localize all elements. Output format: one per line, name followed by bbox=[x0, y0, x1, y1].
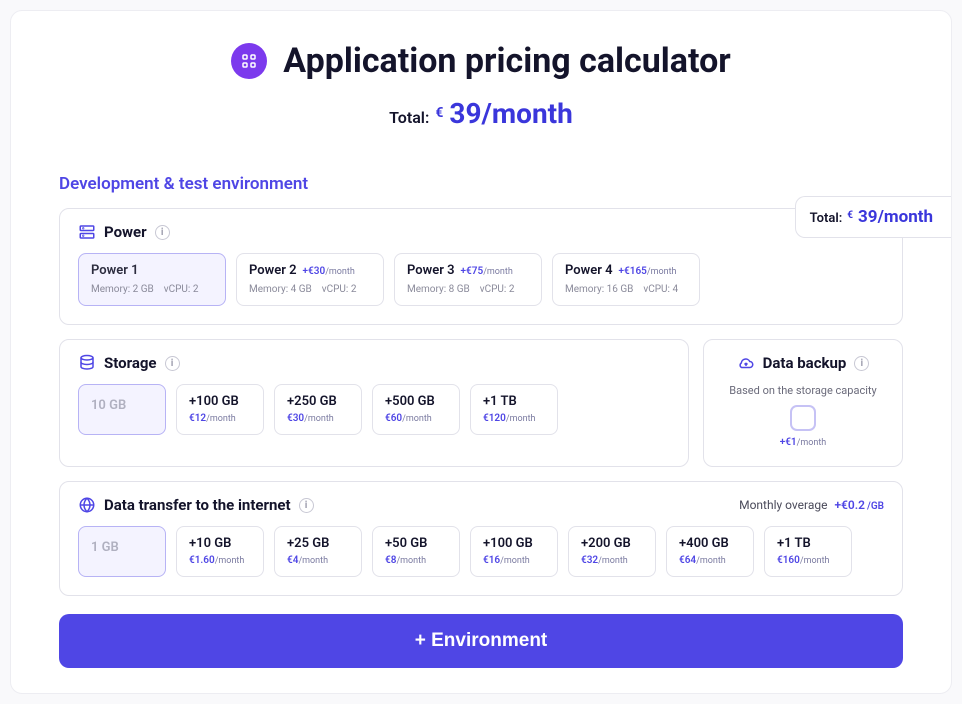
transfer-option-0[interactable]: 1 GB bbox=[78, 526, 166, 577]
power-header: Power i bbox=[78, 223, 884, 241]
option-name: Power 4 bbox=[565, 263, 613, 278]
storage-title: Storage bbox=[104, 354, 157, 372]
storage-options: 10 GB +100 GB €12/month +250 GB €30/month +50… bbox=[78, 384, 670, 435]
environment-label: Development & test environment bbox=[59, 174, 903, 194]
option-name: Power 1 bbox=[91, 263, 139, 278]
option-price: €30/month bbox=[287, 413, 349, 424]
storage-option-1[interactable]: +100 GB €12/month bbox=[176, 384, 264, 435]
info-icon[interactable]: i bbox=[299, 498, 314, 513]
info-icon[interactable]: i bbox=[854, 356, 869, 371]
power-section: Power i Power 1Memory: 2 GBvCPU: 2Power … bbox=[59, 208, 903, 325]
cloud-icon bbox=[737, 354, 755, 372]
transfer-option-3[interactable]: +50 GB €8/month bbox=[372, 526, 460, 577]
option-price: +€165/month bbox=[619, 266, 677, 277]
backup-title: Data backup bbox=[763, 354, 847, 372]
option-name: +10 GB bbox=[189, 536, 251, 551]
option-name: +100 GB bbox=[483, 536, 545, 551]
option-name: +1 TB bbox=[483, 394, 545, 409]
option-specs: Memory: 16 GBvCPU: 4 bbox=[565, 284, 687, 295]
page-title: Application pricing calculator bbox=[283, 41, 730, 81]
backup-checkbox[interactable] bbox=[790, 405, 816, 431]
option-name: 1 GB bbox=[91, 540, 119, 555]
option-name: +400 GB bbox=[679, 536, 741, 551]
globe-icon bbox=[78, 496, 96, 514]
transfer-option-4[interactable]: +100 GB €16/month bbox=[470, 526, 558, 577]
backup-subtitle: Based on the storage capacity bbox=[729, 384, 876, 397]
backup-header: Data backup i bbox=[737, 354, 870, 372]
option-name: 10 GB bbox=[91, 398, 126, 413]
backup-section: Data backup i Based on the storage capac… bbox=[703, 339, 903, 467]
floating-total-value: 39/month bbox=[858, 207, 933, 227]
transfer-options: 1 GB +10 GB €1.60/month +25 GB €4/month +50 G… bbox=[78, 526, 884, 577]
transfer-title: Data transfer to the internet bbox=[104, 496, 291, 514]
pricing-panel: Application pricing calculator Total: € … bbox=[10, 10, 952, 694]
storage-option-3[interactable]: +500 GB €60/month bbox=[372, 384, 460, 435]
option-name: +100 GB bbox=[189, 394, 251, 409]
database-icon bbox=[78, 354, 96, 372]
add-environment-button[interactable]: + Environment bbox=[59, 614, 903, 668]
storage-option-2[interactable]: +250 GB €30/month bbox=[274, 384, 362, 435]
option-name: +25 GB bbox=[287, 536, 349, 551]
total-value: 39/month bbox=[449, 97, 572, 130]
info-icon[interactable]: i bbox=[155, 225, 170, 240]
storage-section: Storage i 10 GB +100 GB €12/month +250 GB €3… bbox=[59, 339, 689, 467]
option-price: €12/month bbox=[189, 413, 251, 424]
storage-backup-row: Storage i 10 GB +100 GB €12/month +250 GB €3… bbox=[59, 339, 903, 481]
option-price: €4/month bbox=[287, 555, 349, 566]
power-option-0[interactable]: Power 1 Memory: 2 GBvCPU: 2 bbox=[78, 253, 226, 306]
option-price: €160/month bbox=[777, 555, 839, 566]
option-specs: Memory: 4 GBvCPU: 2 bbox=[249, 284, 371, 295]
header-total: Total: € 39/month bbox=[389, 97, 573, 130]
storage-option-4[interactable]: +1 TB €120/month bbox=[470, 384, 558, 435]
transfer-option-6[interactable]: +400 GB €64/month bbox=[666, 526, 754, 577]
option-name: +500 GB bbox=[385, 394, 447, 409]
option-name: +250 GB bbox=[287, 394, 349, 409]
option-name: Power 2 bbox=[249, 263, 297, 278]
total-label: Total: bbox=[389, 108, 429, 127]
option-price: €8/month bbox=[385, 555, 447, 566]
transfer-option-2[interactable]: +25 GB €4/month bbox=[274, 526, 362, 577]
total-currency: € bbox=[435, 105, 443, 121]
transfer-option-1[interactable]: +10 GB €1.60/month bbox=[176, 526, 264, 577]
power-option-3[interactable]: Power 4 +€165/month Memory: 16 GBvCPU: 4 bbox=[552, 253, 700, 306]
option-specs: Memory: 8 GBvCPU: 2 bbox=[407, 284, 529, 295]
info-icon[interactable]: i bbox=[165, 356, 180, 371]
option-price: €60/month bbox=[385, 413, 447, 424]
storage-option-0[interactable]: 10 GB bbox=[78, 384, 166, 435]
transfer-header: Data transfer to the internet i Monthly … bbox=[78, 496, 884, 514]
option-price: €32/month bbox=[581, 555, 643, 566]
floating-total: Total: € 39/month bbox=[795, 196, 951, 238]
power-option-1[interactable]: Power 2 +€30/month Memory: 4 GBvCPU: 2 bbox=[236, 253, 384, 306]
app-icon bbox=[231, 43, 267, 79]
option-name: Power 3 bbox=[407, 263, 455, 278]
storage-header: Storage i bbox=[78, 354, 670, 372]
option-name: +200 GB bbox=[581, 536, 643, 551]
power-options: Power 1 Memory: 2 GBvCPU: 2 Power 2 +€30/mo… bbox=[78, 253, 884, 306]
option-price: €16/month bbox=[483, 555, 545, 566]
transfer-option-5[interactable]: +200 GB €32/month bbox=[568, 526, 656, 577]
overage-note: Monthly overage +€0.2 /GB bbox=[739, 498, 884, 512]
option-price: €120/month bbox=[483, 413, 545, 424]
option-price: €64/month bbox=[679, 555, 741, 566]
header: Application pricing calculator Total: € … bbox=[59, 41, 903, 130]
floating-total-label: Total: bbox=[810, 211, 843, 226]
option-price: €1.60/month bbox=[189, 555, 251, 566]
option-name: +50 GB bbox=[385, 536, 447, 551]
power-option-2[interactable]: Power 3 +€75/month Memory: 8 GBvCPU: 2 bbox=[394, 253, 542, 306]
option-name: +1 TB bbox=[777, 536, 839, 551]
option-price: +€75/month bbox=[461, 266, 513, 277]
floating-total-currency: € bbox=[847, 210, 853, 221]
title-row: Application pricing calculator bbox=[231, 41, 730, 81]
transfer-option-7[interactable]: +1 TB €160/month bbox=[764, 526, 852, 577]
power-title: Power bbox=[104, 223, 147, 241]
backup-price: +€1/month bbox=[780, 437, 827, 448]
server-icon bbox=[78, 223, 96, 241]
transfer-section: Data transfer to the internet i Monthly … bbox=[59, 481, 903, 596]
option-price: +€30/month bbox=[303, 266, 355, 277]
option-specs: Memory: 2 GBvCPU: 2 bbox=[91, 284, 213, 295]
